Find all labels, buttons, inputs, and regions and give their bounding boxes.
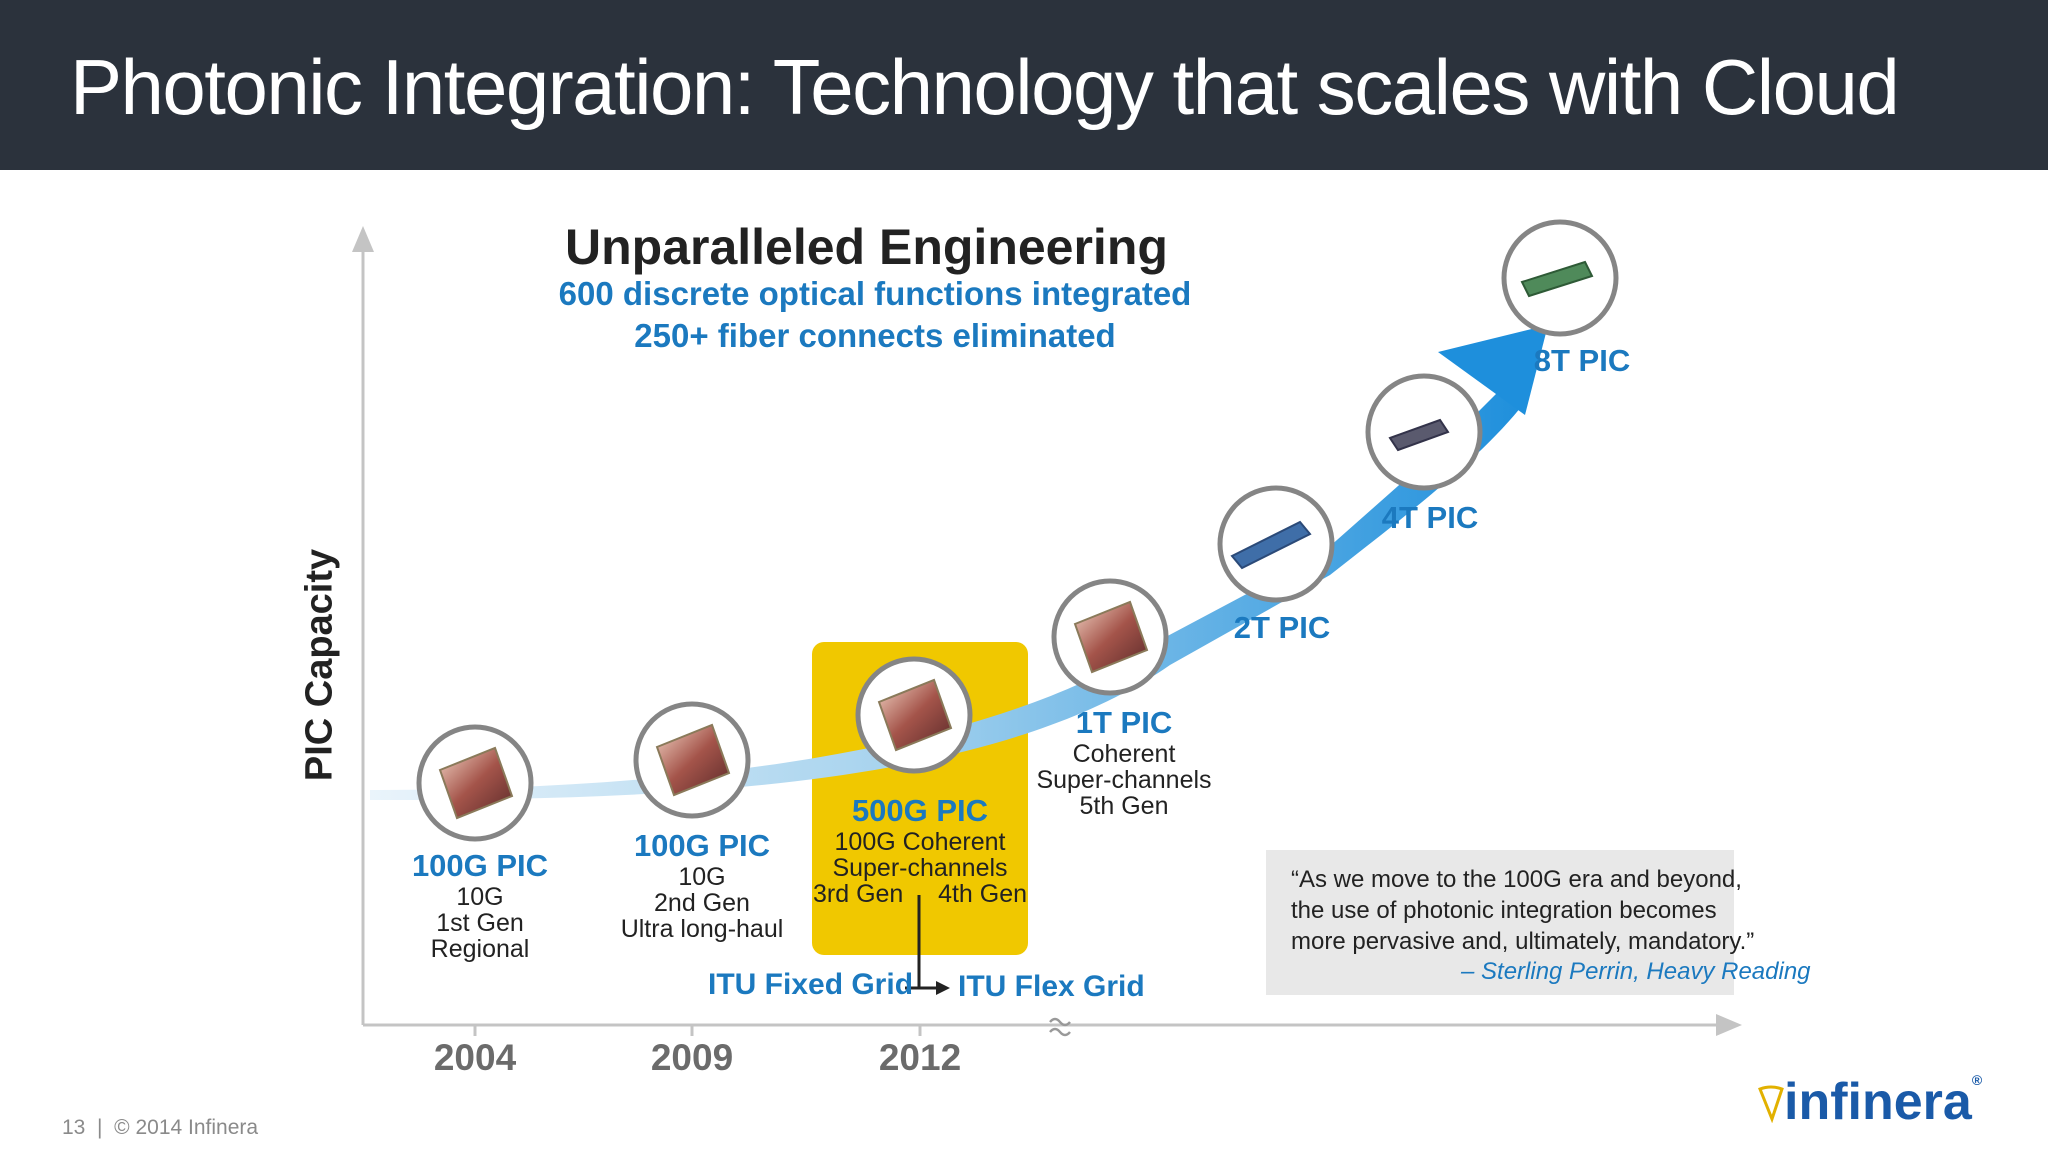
pic-chip-6 [1365,373,1483,491]
pic-chip-5 [1217,485,1335,603]
pic-name: 4T PIC [1381,500,1479,535]
year-label: 2012 [878,1037,962,1078]
pic-chip-2 [633,701,751,819]
x-axis-arrowhead [1716,1014,1742,1036]
year-label: 2009 [650,1037,734,1078]
y-axis-arrowhead [352,226,374,252]
pic-label-4: 1T PIC Coherent Super-channels 5th Gen [1036,705,1211,819]
pic-name: 100G PIC [633,828,771,863]
engineering-line-2: 250+ fiber connects eliminated [634,317,1116,354]
pic-detail: 10G [456,883,504,911]
copyright: © 2014 Infinera [114,1116,259,1139]
quote-line: “As we move to the 100G era and beyond, [1291,866,1742,893]
footer-separator: | [97,1116,103,1139]
y-axis-label: PIC Capacity [298,548,341,782]
pic-detail: Super-channels [832,854,1008,882]
pic-label-2: 100G PIC 10G 2nd Gen Ultra long-haul [621,828,784,942]
quote-line: more pervasive and, ultimately, mandator… [1291,928,1755,955]
quote-line: the use of photonic integration becomes [1291,897,1717,924]
pic-label-7: 8T PIC [1534,343,1630,379]
pic-chip-4 [1051,578,1169,696]
pic-name: 500G PIC [851,793,989,828]
pic-chip-7 [1501,219,1619,337]
pic-detail: Coherent [1072,740,1176,768]
pic-detail: Super-channels [1036,766,1212,794]
pic-name: 2T PIC [1233,610,1331,645]
pic-detail: 10G [678,863,726,891]
pic-gen-right: 4th Gen [938,880,1028,908]
slide-title: Photonic Integration: Technology that sc… [70,43,1900,131]
engineering-heading: Unparalleled Engineering [565,219,1168,275]
quote-box: “As we move to the 100G era and beyond, … [1266,850,1811,995]
growth-arrowhead [1438,325,1548,415]
grid-transition-arrowhead [936,981,950,995]
pic-chip-3 [855,656,973,774]
pic-label-1: 100G PIC 10G 1st Gen Regional [412,848,548,962]
logo-text: infinera [1784,1073,1972,1131]
pic-detail: 100G Coherent [834,828,1006,856]
quote-text: “As we move to the 100G era and beyond, … [1291,864,1754,957]
itu-flex-grid-label: ITU Flex Grid [958,970,1145,1003]
infinera-logo: infinera® [1758,1072,1982,1132]
page-number: 13 [62,1116,86,1139]
pic-label-3: 500G PIC 100G Coherent Super-channels 3r… [813,793,1027,907]
pic-name: 100G PIC [411,848,549,883]
pic-detail: Ultra long-haul [620,915,784,943]
pic-name: 8T PIC [1533,343,1631,378]
pic-detail: 2nd Gen [654,889,750,917]
year-label: 2004 [433,1037,517,1078]
pic-detail: 3rd Gen 4th Gen [813,881,1027,907]
pic-label-5: 2T PIC [1234,610,1330,646]
itu-fixed-grid-label: ITU Fixed Grid [708,968,914,1001]
pic-detail: 5th Gen [1079,792,1169,820]
slide-header: Photonic Integration: Technology that sc… [0,0,2048,170]
pic-label-6: 4T PIC [1382,500,1478,536]
registered-mark: ® [1971,1072,1983,1088]
pic-gen-left: 3rd Gen [812,880,904,908]
axis-break-icon [1049,1017,1071,1037]
pic-detail: Regional [430,935,530,963]
pic-name: 1T PIC [1075,705,1173,740]
slide-footer: 13 | © 2014 Infinera [62,1116,258,1140]
engineering-line-1: 600 discrete optical functions integrate… [558,275,1192,312]
pic-detail: 1st Gen [436,909,524,937]
logo-mark-icon [1758,1085,1784,1124]
quote-attribution: – Sterling Perrin, Heavy Reading [1461,958,1811,985]
pic-chip-1 [416,724,534,842]
